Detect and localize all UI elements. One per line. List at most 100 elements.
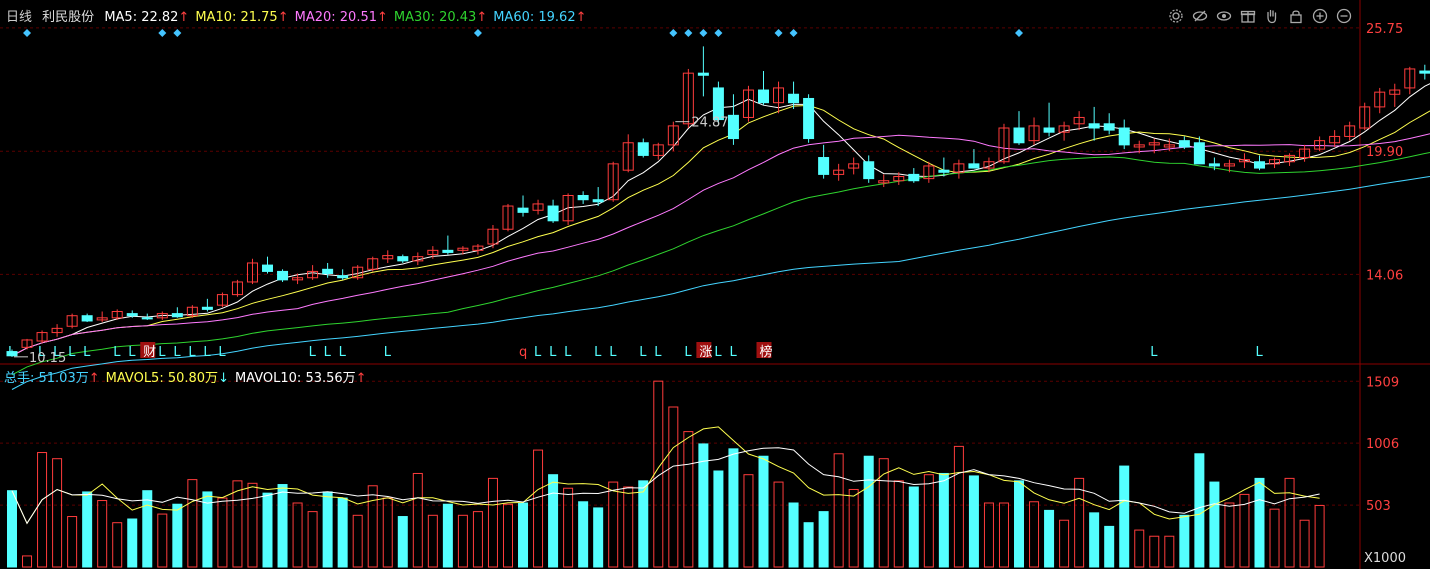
price-legend: 日线 利民股份 MA5: 22.82↑ MA10: 21.75↑ MA20: 20.…	[6, 6, 599, 25]
volume-bar	[1149, 535, 1160, 568]
signal-diamond	[684, 29, 693, 37]
volume-bar	[593, 507, 604, 568]
volume-bar	[923, 474, 934, 568]
event-marker: L	[38, 345, 46, 360]
candle-body	[637, 142, 649, 156]
price-annotations: 24.87 10.15	[14, 116, 729, 366]
zoom-in-icon[interactable]	[1310, 6, 1330, 26]
volume-bar	[548, 474, 559, 568]
candle-body	[487, 228, 499, 245]
event-marker: L	[1255, 345, 1263, 360]
volume-bar	[1239, 493, 1250, 568]
candle-body	[652, 144, 664, 156]
candle-body	[758, 89, 769, 104]
volume-bar	[518, 502, 529, 568]
event-marker: L	[83, 345, 91, 360]
signal-diamond	[173, 29, 182, 37]
mavol10-line	[11, 447, 1320, 525]
candle-body	[968, 163, 980, 169]
chart-toolbar	[1166, 6, 1354, 26]
candle-body	[382, 255, 394, 260]
volume-bar	[893, 480, 904, 568]
volume-bar	[217, 497, 228, 568]
volume-bar	[713, 470, 724, 568]
volume-bar	[187, 479, 198, 568]
event-marker: L	[218, 345, 226, 360]
eye-icon[interactable]	[1214, 6, 1234, 26]
candle-body	[1299, 148, 1311, 159]
volume-bar	[863, 455, 874, 568]
volume-bar	[563, 487, 574, 568]
candle-body	[1043, 127, 1055, 133]
vol-legend-item: MAVOL10: 53.56万↑	[234, 371, 367, 386]
volume-bar	[623, 486, 634, 568]
hand-icon[interactable]	[1262, 6, 1282, 26]
volume-bar	[953, 445, 964, 568]
event-marker: L	[203, 345, 211, 360]
event-marker: L	[128, 345, 136, 360]
candle-body	[277, 270, 289, 281]
candle-body	[953, 163, 965, 173]
gift-icon[interactable]	[1238, 6, 1258, 26]
candle-body	[352, 266, 364, 279]
candle-body	[1238, 159, 1250, 163]
volume-bar	[1074, 477, 1085, 568]
candle-body	[863, 161, 875, 180]
volume-bar	[728, 448, 739, 568]
candle-body	[367, 258, 379, 270]
candle-body	[216, 294, 228, 306]
candle-body	[111, 310, 123, 319]
volume-bar	[983, 502, 994, 568]
trend-arrow: ↓	[218, 371, 229, 386]
trend-arrow: ↑	[355, 371, 367, 386]
volume-bar	[1194, 453, 1205, 568]
volume-bar	[142, 490, 153, 568]
candle-body	[577, 194, 589, 201]
volume-bar	[1254, 477, 1265, 568]
volume-bar	[472, 511, 483, 568]
lock-icon[interactable]	[1286, 6, 1306, 26]
volume-bar	[277, 484, 288, 568]
volume-bar	[1089, 512, 1100, 568]
candle-body	[1284, 154, 1296, 163]
volume-bar	[818, 511, 829, 568]
candle-body	[983, 161, 995, 169]
ma30-line	[11, 151, 1430, 376]
volume-bar	[1269, 508, 1280, 568]
candle-body	[532, 203, 544, 211]
period-label: 日线	[6, 10, 33, 25]
candle-body	[682, 72, 694, 125]
candle-body	[803, 97, 815, 140]
vol-legend-item: MAVOL5: 50.80万↓	[105, 371, 229, 386]
marker-box	[696, 342, 712, 358]
signal-diamond	[23, 29, 32, 37]
candle-body	[908, 173, 920, 182]
event-marker: L	[339, 345, 347, 360]
volume-bar	[202, 491, 213, 568]
low-label: 10.15	[29, 351, 66, 366]
volume-bar	[698, 443, 709, 568]
eye-slash-icon[interactable]	[1190, 6, 1210, 26]
volume-bar	[1119, 465, 1130, 568]
candle-body	[788, 93, 800, 104]
candle-body	[1133, 144, 1145, 148]
ma20-line	[11, 133, 1430, 357]
candle-body	[878, 180, 890, 184]
zoom-out-icon[interactable]	[1334, 6, 1354, 26]
candle-body	[562, 194, 574, 222]
candle-body	[472, 245, 484, 251]
event-marker: L	[639, 345, 647, 360]
volume-bar	[653, 380, 664, 568]
volume-bar	[127, 518, 138, 568]
volume-bar	[803, 522, 814, 568]
volume-bar	[668, 406, 679, 568]
candle-body	[81, 315, 93, 322]
candle-body	[727, 114, 739, 140]
volume-bar	[382, 497, 393, 568]
volume-unit-label: X1000	[1364, 551, 1406, 566]
ma-legend-item: MA30: 20.43↑	[393, 10, 488, 25]
settings-icon[interactable]	[1166, 6, 1186, 26]
volume-bar	[1314, 504, 1325, 568]
marker-box	[756, 342, 772, 358]
